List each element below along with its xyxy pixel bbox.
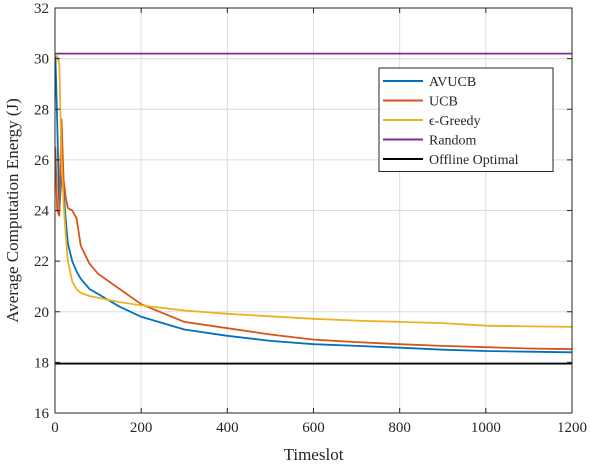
x-tick-label: 600 bbox=[302, 420, 325, 436]
legend-entry: Offline Optimal bbox=[429, 153, 519, 168]
y-tick-label: 24 bbox=[34, 204, 50, 220]
legend-entry: Random bbox=[429, 134, 477, 149]
x-tick-label: 400 bbox=[216, 420, 239, 436]
y-tick-label: 28 bbox=[34, 102, 49, 118]
y-tick-label: 22 bbox=[34, 254, 49, 270]
legend-entry: ϵ-Greedy bbox=[429, 114, 481, 129]
series-line-ucb bbox=[54, 118, 573, 351]
x-tick-label: 1200 bbox=[557, 420, 587, 436]
y-tick-label: 20 bbox=[34, 305, 49, 321]
y-axis-label: Average Computation Energy (J) bbox=[3, 98, 22, 323]
y-tick-label: 30 bbox=[34, 52, 49, 68]
legend-entry: AVUCB bbox=[429, 75, 476, 90]
x-axis-label: Timeslot bbox=[284, 445, 344, 464]
y-tick-label: 32 bbox=[34, 1, 49, 17]
y-tick-label: 16 bbox=[34, 406, 50, 422]
y-tick-label: 18 bbox=[34, 355, 49, 371]
series-lines bbox=[54, 52, 573, 365]
x-tick-label: 800 bbox=[388, 420, 411, 436]
legend: AVUCB UCB ϵ-Greedy Random Offline Optimal bbox=[378, 67, 554, 172]
x-tick-label: 200 bbox=[130, 420, 153, 436]
x-tick-label: 1000 bbox=[471, 420, 501, 436]
x-tick-label: 0 bbox=[51, 420, 59, 436]
series-line-greedy bbox=[55, 55, 573, 328]
y-tick-label: 26 bbox=[34, 153, 50, 169]
axis-ticks: 0 200 400 600 800 1000 1200 16 18 20 22 24 26 28 30 32 bbox=[34, 1, 587, 436]
legend-entry: UCB bbox=[429, 95, 458, 110]
